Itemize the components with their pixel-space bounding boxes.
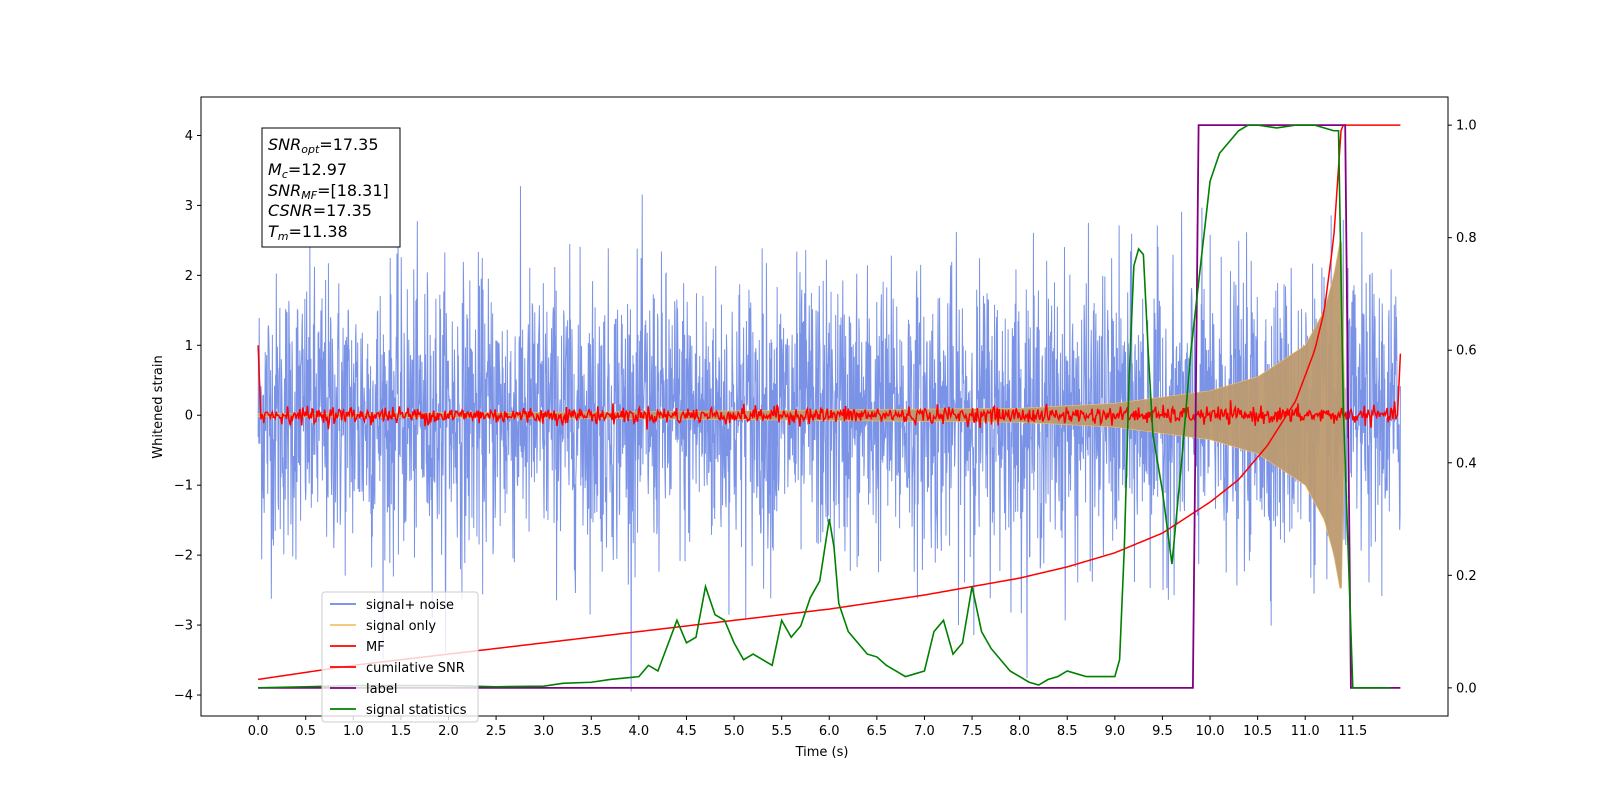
y2-tick-label: 0.0: [1456, 681, 1477, 696]
legend-frame: [321, 591, 479, 723]
y-tick-label: −3: [174, 619, 193, 634]
x-tick-label: 6.5: [867, 724, 888, 739]
csnr-line: CSNR=17.35: [268, 201, 372, 220]
legend-label: signal only: [366, 619, 436, 634]
snr-opt-line: SNRopt=17.35: [268, 135, 379, 156]
series-signal-noise: [257, 186, 1401, 692]
x-tick-label: 1.0: [343, 724, 364, 739]
y2-tick-label: 0.8: [1456, 231, 1477, 246]
y-tick-label: 3: [185, 199, 193, 214]
y-tick-label: 2: [185, 269, 193, 284]
legend-label: signal statistics: [366, 703, 467, 718]
x-tick-label: 6.0: [819, 724, 840, 739]
legend-label: cumilative SNR: [366, 661, 465, 676]
x-tick-label: 10.0: [1196, 724, 1225, 739]
y2-tick-label: 0.6: [1456, 344, 1477, 359]
series-mf: [257, 345, 1402, 430]
y2-tick-label: 0.4: [1456, 456, 1477, 471]
x-tick-label: 4.0: [629, 724, 650, 739]
y2-tick-label: 1.0: [1456, 119, 1477, 134]
x-tick-label: 3.5: [581, 724, 602, 739]
x-tick-label: 7.5: [962, 724, 983, 739]
x-tick-label: 9.5: [1152, 724, 1173, 739]
x-tick-label: 11.5: [1338, 724, 1367, 739]
x-tick-label: 0.5: [295, 724, 316, 739]
legend-label: MF: [366, 640, 385, 655]
info-box: SNRopt=17.35 Mc=12.97 SNRMF=[18.31] CSNR…: [261, 127, 401, 248]
legend-label: label: [366, 682, 397, 697]
y2-ticks: 1.0 0.8 0.6 0.4 0.2 0.0: [1448, 119, 1477, 696]
tm-line: Tm=11.38: [268, 222, 348, 243]
x-axis-label: Time (s): [795, 745, 849, 760]
y-tick-label: 0: [185, 409, 193, 424]
y-tick-label: −1: [174, 479, 193, 494]
y2-tick-label: 0.2: [1456, 569, 1477, 584]
x-tick-label: 5.0: [724, 724, 745, 739]
y-tick-label: −2: [174, 549, 193, 564]
x-tick-label: 5.5: [771, 724, 792, 739]
y-tick-label: −4: [174, 689, 193, 704]
x-tick-label: 4.5: [676, 724, 697, 739]
y-ticks: 4 3 2 1 0 −1 −2 −3 −4: [174, 129, 201, 704]
info-box-frame: [261, 127, 401, 248]
x-tick-label: 3.0: [533, 724, 554, 739]
mc-line: Mc=12.97: [268, 160, 347, 181]
y-tick-label: 4: [185, 129, 193, 144]
x-tick-label: 0.0: [248, 724, 269, 739]
x-ticks: 0.0 0.5 1.0 1.5 2.0 2.5 3.0 3.5 4.0 4.5 5.0 5.5 6.0 6…: [248, 716, 1367, 739]
x-tick-label: 2.0: [438, 724, 459, 739]
x-tick-label: 8.0: [1009, 724, 1030, 739]
snr-mf-line: SNRMF=[18.31]: [268, 181, 389, 202]
series-signal-statistics: [258, 124, 1391, 689]
legend: signal+ noise signal only MF cumilative SNR…: [321, 591, 479, 723]
plot-frame: [200, 96, 1449, 717]
x-tick-label: 9.0: [1104, 724, 1125, 739]
legend-label: signal+ noise: [366, 598, 454, 613]
x-tick-label: 8.5: [1057, 724, 1078, 739]
x-tick-label: 10.5: [1243, 724, 1272, 739]
x-tick-label: 7.0: [914, 724, 935, 739]
x-tick-label: 11.0: [1291, 724, 1320, 739]
x-tick-label: 2.5: [486, 724, 507, 739]
y-axis-label: Whitened strain: [151, 355, 166, 458]
y-tick-label: 1: [185, 339, 193, 354]
x-tick-label: 1.5: [391, 724, 412, 739]
